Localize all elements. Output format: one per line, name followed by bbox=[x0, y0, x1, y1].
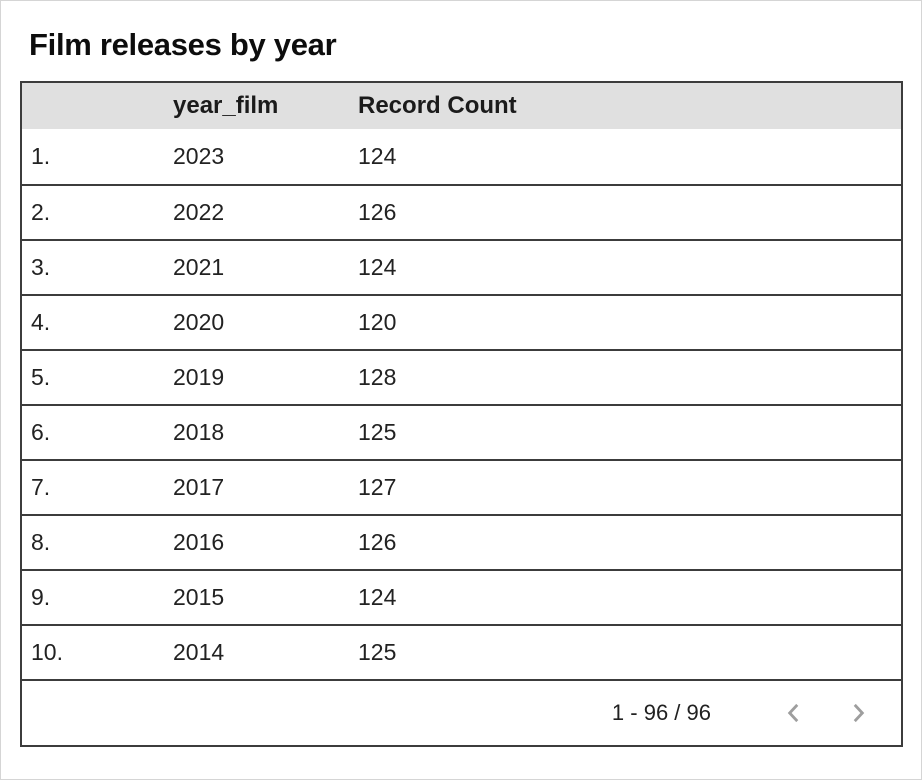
table-row: 2. 2022 126 bbox=[22, 184, 901, 239]
pagination-range: 1 - 96 / 96 bbox=[611, 700, 711, 725]
cell-record-count: 126 bbox=[358, 199, 397, 225]
cell-year-film: 2017 bbox=[173, 474, 225, 500]
table-row: 9. 2015 124 bbox=[22, 569, 901, 624]
row-number: 6. bbox=[31, 419, 51, 445]
chart-title: Film releases by year bbox=[29, 27, 337, 62]
cell-record-count: 125 bbox=[358, 639, 397, 665]
cell-year-film: 2014 bbox=[173, 639, 225, 665]
table-header-row: year_film Record Count bbox=[22, 83, 901, 129]
table-row: 6. 2018 125 bbox=[22, 404, 901, 459]
column-header-record-count[interactable]: Record Count bbox=[358, 92, 517, 119]
cell-year-film: 2023 bbox=[173, 143, 225, 169]
cell-year-film: 2018 bbox=[173, 419, 225, 445]
table-row: 4. 2020 120 bbox=[22, 294, 901, 349]
chevron-left-icon bbox=[781, 700, 807, 726]
cell-record-count: 120 bbox=[358, 309, 397, 335]
cell-record-count: 126 bbox=[358, 529, 397, 555]
cell-year-film: 2019 bbox=[173, 364, 225, 390]
row-number: 10. bbox=[31, 639, 63, 665]
cell-record-count: 124 bbox=[358, 254, 397, 280]
cell-year-film: 2020 bbox=[173, 309, 225, 335]
table-row: 5. 2019 128 bbox=[22, 349, 901, 404]
cell-record-count: 127 bbox=[358, 474, 397, 500]
row-number: 1. bbox=[31, 143, 51, 169]
cell-year-film: 2016 bbox=[173, 529, 225, 555]
cell-year-film: 2021 bbox=[173, 254, 225, 280]
row-number: 4. bbox=[31, 309, 51, 335]
data-table: year_film Record Count 1. 2023 124 2. 20… bbox=[20, 81, 903, 747]
row-number: 5. bbox=[31, 364, 51, 390]
row-number: 3. bbox=[31, 254, 51, 280]
cell-record-count: 128 bbox=[358, 364, 397, 390]
cell-year-film: 2015 bbox=[173, 584, 225, 610]
table-row: 7. 2017 127 bbox=[22, 459, 901, 514]
row-number: 2. bbox=[31, 199, 51, 225]
table-row: 1. 2023 124 bbox=[22, 129, 901, 184]
column-header-year-film[interactable]: year_film bbox=[173, 92, 279, 119]
row-number: 9. bbox=[31, 584, 51, 610]
cell-record-count: 125 bbox=[358, 419, 397, 445]
row-number: 7. bbox=[31, 474, 51, 500]
row-number: 8. bbox=[31, 529, 51, 555]
table-footer: 1 - 96 / 96 bbox=[22, 679, 901, 745]
next-page-button[interactable] bbox=[839, 694, 877, 732]
table-row: 3. 2021 124 bbox=[22, 239, 901, 294]
chevron-right-icon bbox=[845, 700, 871, 726]
cell-year-film: 2022 bbox=[173, 199, 225, 225]
cell-record-count: 124 bbox=[358, 143, 397, 169]
table-row: 8. 2016 126 bbox=[22, 514, 901, 569]
prev-page-button[interactable] bbox=[775, 694, 813, 732]
cell-record-count: 124 bbox=[358, 584, 397, 610]
table-row: 10. 2014 125 bbox=[22, 624, 901, 679]
